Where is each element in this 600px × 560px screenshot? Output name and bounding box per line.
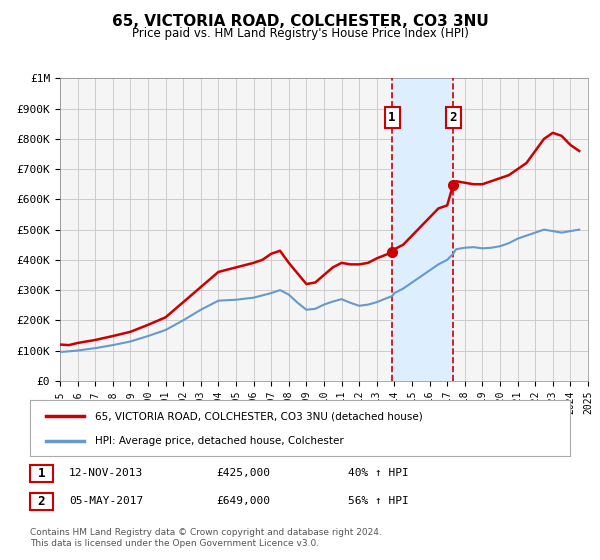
Text: 56% ↑ HPI: 56% ↑ HPI [348,496,409,506]
Text: This data is licensed under the Open Government Licence v3.0.: This data is licensed under the Open Gov… [30,539,319,548]
Text: 12-NOV-2013: 12-NOV-2013 [69,468,143,478]
Text: 40% ↑ HPI: 40% ↑ HPI [348,468,409,478]
Text: 2: 2 [449,111,457,124]
Text: 65, VICTORIA ROAD, COLCHESTER, CO3 3NU: 65, VICTORIA ROAD, COLCHESTER, CO3 3NU [112,14,488,29]
Text: £649,000: £649,000 [216,496,270,506]
Text: Contains HM Land Registry data © Crown copyright and database right 2024.: Contains HM Land Registry data © Crown c… [30,528,382,536]
Bar [392,78,453,381]
Text: 65, VICTORIA ROAD, COLCHESTER, CO3 3NU (detached house): 65, VICTORIA ROAD, COLCHESTER, CO3 3NU (… [95,411,422,421]
Text: 1: 1 [38,466,45,480]
Text: £425,000: £425,000 [216,468,270,478]
Text: HPI: Average price, detached house, Colchester: HPI: Average price, detached house, Colc… [95,436,344,446]
Text: 2: 2 [38,494,45,508]
Text: 1: 1 [388,111,396,124]
Text: Price paid vs. HM Land Registry's House Price Index (HPI): Price paid vs. HM Land Registry's House … [131,27,469,40]
Text: 05-MAY-2017: 05-MAY-2017 [69,496,143,506]
